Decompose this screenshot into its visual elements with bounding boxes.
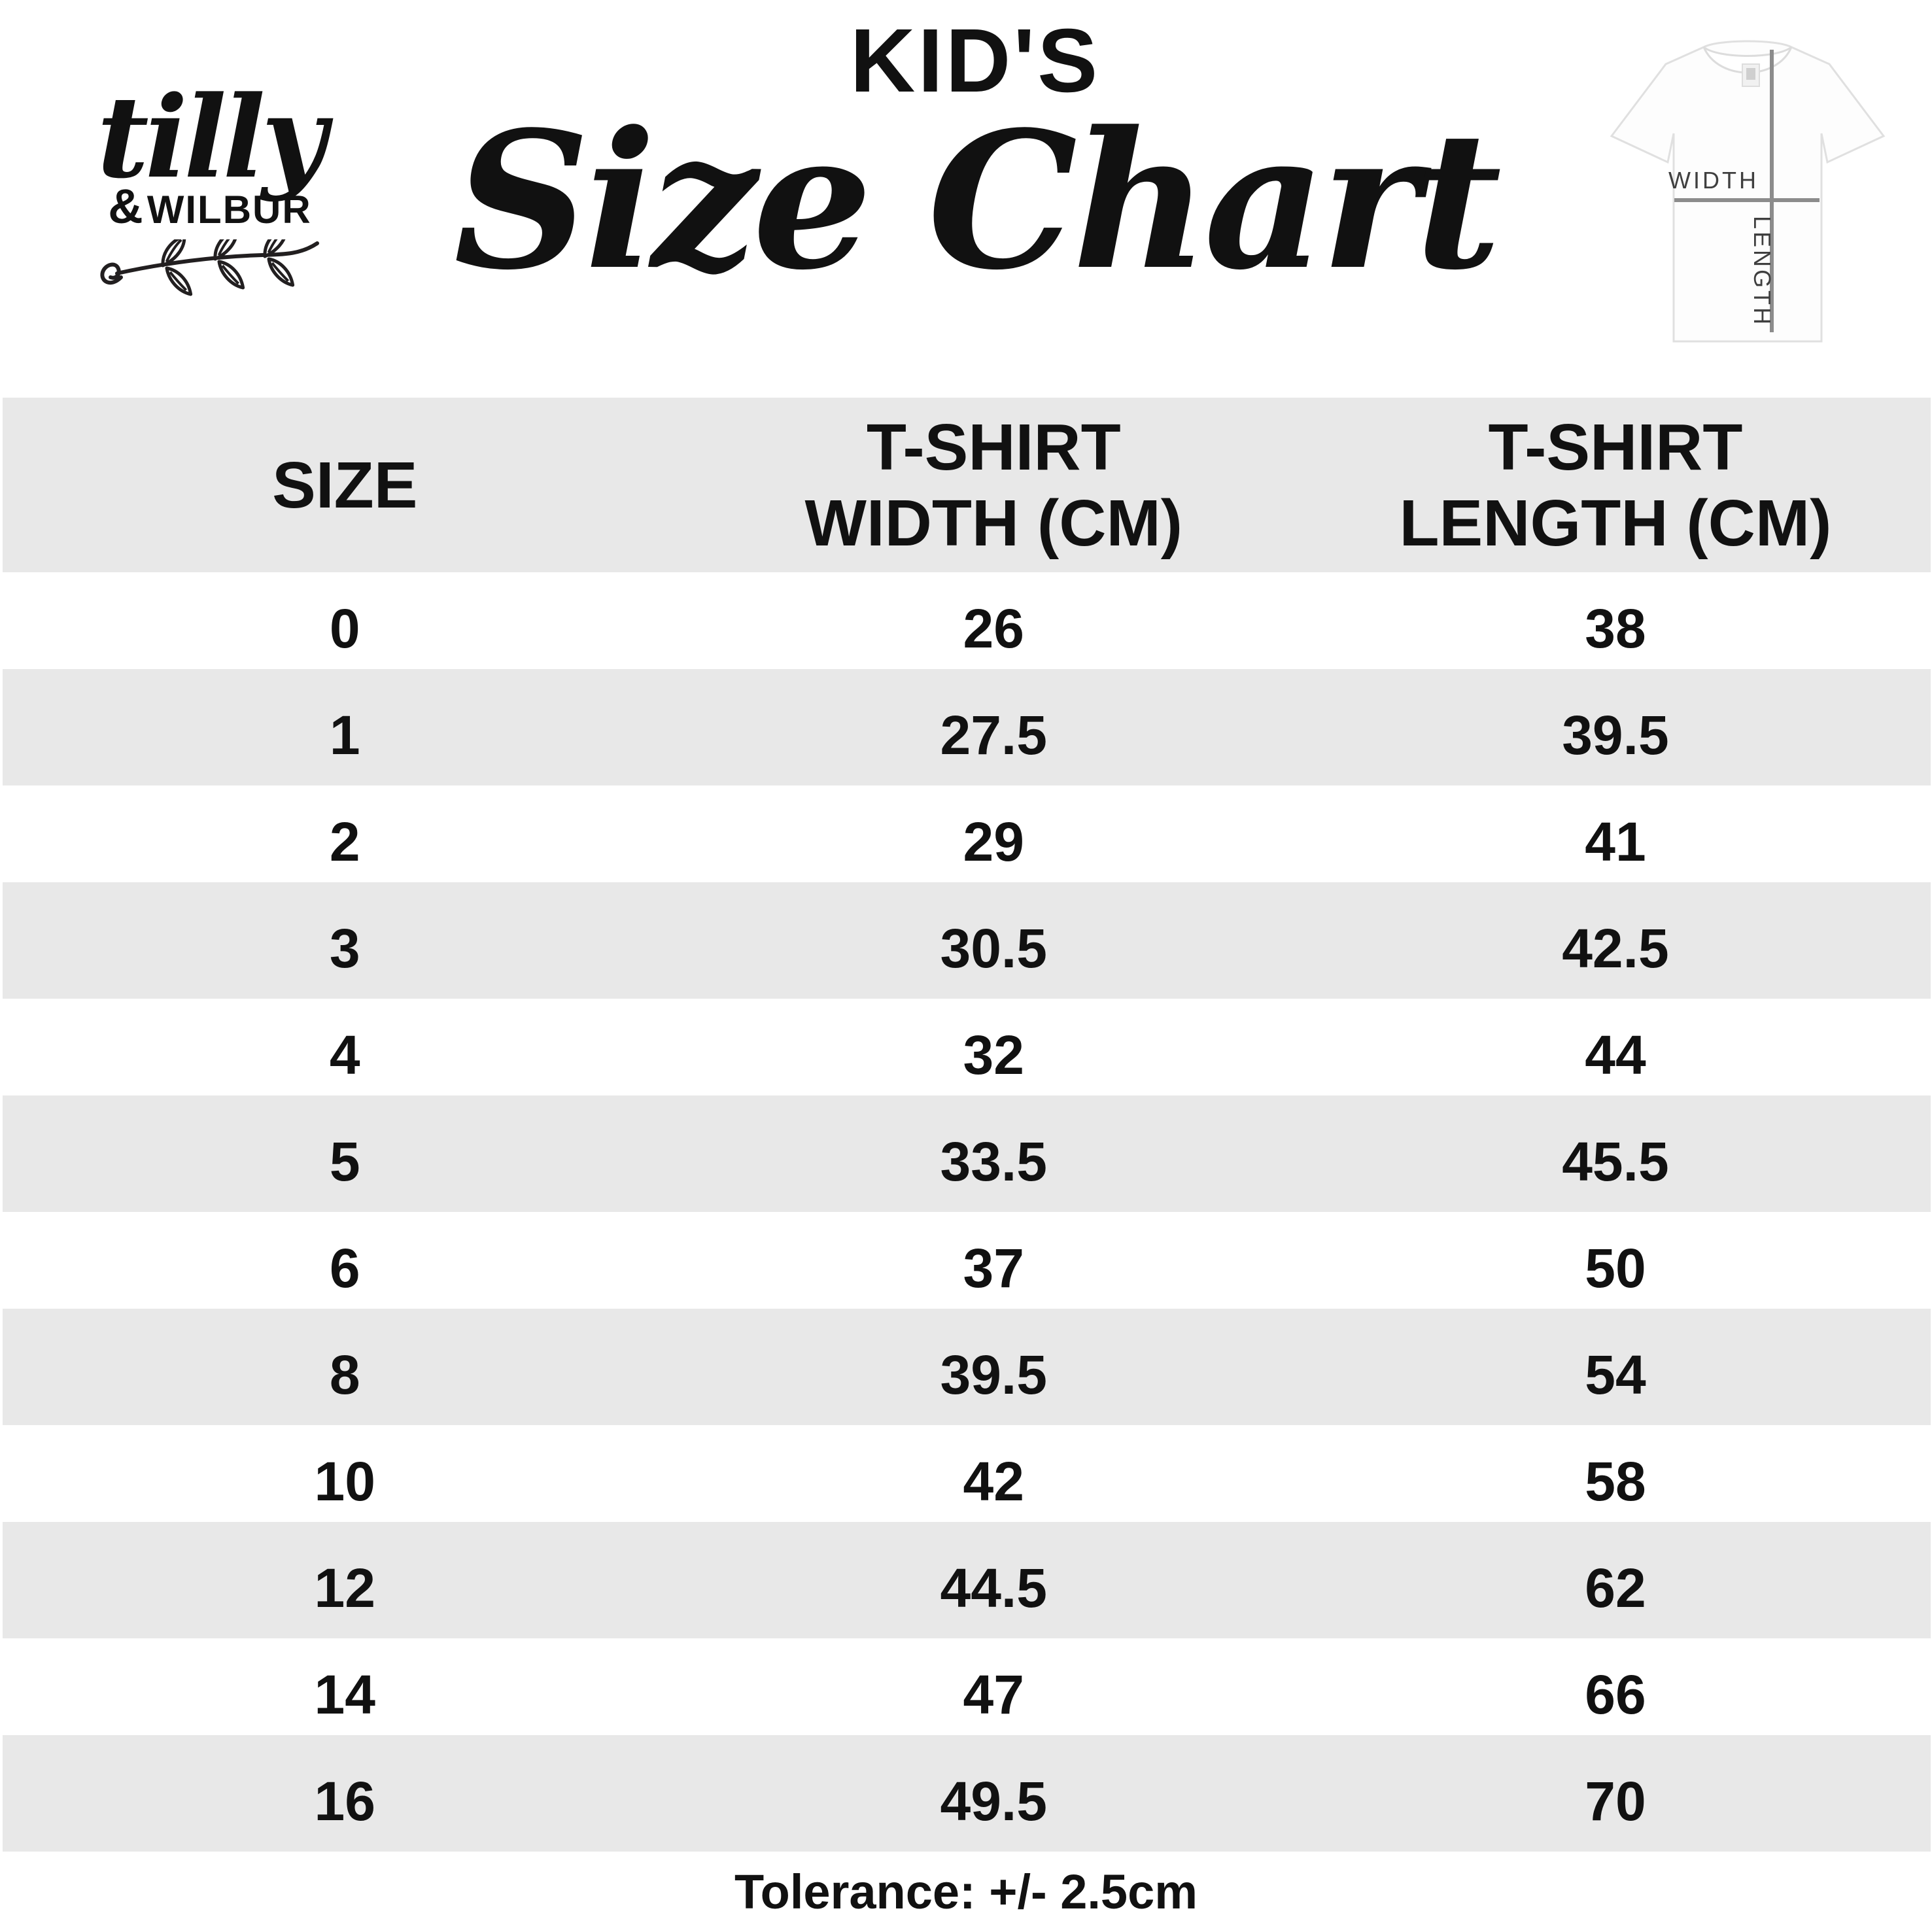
cell-width: 33.5 xyxy=(940,1130,1048,1192)
table-row: 2 29 41 xyxy=(3,785,1931,882)
cell-length: 66 xyxy=(1585,1663,1646,1725)
cell-width: 47 xyxy=(963,1663,1024,1725)
page-title-block: KID'S Size Chart xyxy=(453,9,1502,311)
title-kicker: KID'S xyxy=(850,10,1101,111)
cell-size: 5 xyxy=(329,1130,360,1192)
cell-width: 26 xyxy=(963,597,1024,659)
header-length-line1: T-SHIRT xyxy=(1488,410,1743,484)
cell-width: 30.5 xyxy=(940,917,1048,979)
cell-width: 37 xyxy=(963,1237,1024,1299)
table-row: 14 47 66 xyxy=(3,1638,1931,1735)
header-cell-size: SIZE xyxy=(3,447,687,523)
cell-width: 39.5 xyxy=(940,1343,1048,1406)
cell-size: 12 xyxy=(314,1557,375,1619)
header-cell-length: T-SHIRT LENGTH (CM) xyxy=(1300,409,1931,561)
width-label: WIDTH xyxy=(1668,167,1759,194)
table-body: 0 26 38 1 27.5 39.5 2 29 41 3 30.5 42.5 … xyxy=(3,572,1931,1852)
cell-size: 0 xyxy=(329,597,360,659)
table-row: 8 39.5 54 xyxy=(3,1309,1931,1425)
tshirt-body xyxy=(1610,40,1886,343)
cell-size: 16 xyxy=(314,1770,375,1832)
cell-size: 6 xyxy=(329,1237,360,1299)
cell-width: 44.5 xyxy=(940,1557,1048,1619)
tshirt-measure-diagram: WIDTH LENGTH xyxy=(1610,40,1886,343)
table-row: 10 42 58 xyxy=(3,1425,1931,1522)
cell-width: 42 xyxy=(963,1450,1024,1512)
header-width-line1: T-SHIRT xyxy=(866,410,1121,484)
page-title: Size Chart xyxy=(453,90,1502,311)
cell-size: 14 xyxy=(314,1663,375,1725)
tshirt-collar xyxy=(1702,46,1793,74)
leaf-branch-icon xyxy=(100,225,319,296)
brand-caps-name: WILBUR xyxy=(147,188,312,232)
cell-length: 54 xyxy=(1585,1343,1646,1406)
tshirt-neck-label-print xyxy=(1746,68,1755,80)
cell-length: 58 xyxy=(1585,1450,1646,1512)
brand-subline: & WILBUR xyxy=(95,179,324,234)
cell-length: 45.5 xyxy=(1562,1130,1669,1192)
cell-size: 1 xyxy=(329,704,360,766)
cell-length: 62 xyxy=(1585,1557,1646,1619)
cell-length: 39.5 xyxy=(1562,704,1669,766)
size-table: SIZE T-SHIRT WIDTH (CM) T-SHIRT LENGTH (… xyxy=(3,398,1931,1852)
table-row: 12 44.5 62 xyxy=(3,1522,1931,1638)
cell-width: 29 xyxy=(963,810,1024,872)
cell-size: 8 xyxy=(329,1343,360,1406)
cell-width: 49.5 xyxy=(940,1770,1048,1832)
cell-size: 10 xyxy=(314,1450,375,1512)
header-width-line2: WIDTH (CM) xyxy=(804,486,1183,560)
cell-size: 4 xyxy=(329,1024,360,1086)
table-header-row: SIZE T-SHIRT WIDTH (CM) T-SHIRT LENGTH (… xyxy=(3,398,1931,572)
table-row: 1 27.5 39.5 xyxy=(3,669,1931,785)
header-size-label: SIZE xyxy=(272,448,418,522)
tolerance-note: Tolerance: +/- 2.5cm xyxy=(734,1865,1198,1919)
table-row: 16 49.5 70 xyxy=(3,1735,1931,1852)
table-row: 3 30.5 42.5 xyxy=(3,882,1931,999)
cell-width: 27.5 xyxy=(940,704,1048,766)
brand-logo: tilly & WILBUR xyxy=(95,71,327,308)
cell-length: 44 xyxy=(1585,1024,1646,1086)
table-row: 5 33.5 45.5 xyxy=(3,1095,1931,1212)
length-label: LENGTH xyxy=(1749,216,1776,327)
cell-length: 50 xyxy=(1585,1237,1646,1299)
cell-length: 42.5 xyxy=(1562,917,1669,979)
brand-ampersand: & xyxy=(108,179,143,234)
cell-length: 70 xyxy=(1585,1770,1646,1832)
header-length-line2: LENGTH (CM) xyxy=(1399,486,1832,560)
brand-script-name: tilly xyxy=(97,71,326,203)
header-cell-width: T-SHIRT WIDTH (CM) xyxy=(687,409,1300,561)
table-row: 6 37 50 xyxy=(3,1212,1931,1309)
cell-width: 32 xyxy=(963,1024,1024,1086)
table-row: 0 26 38 xyxy=(3,572,1931,669)
cell-size: 2 xyxy=(329,810,360,872)
table-row: 4 32 44 xyxy=(3,999,1931,1095)
cell-size: 3 xyxy=(329,917,360,979)
cell-length: 38 xyxy=(1585,597,1646,659)
cell-length: 41 xyxy=(1585,810,1646,872)
